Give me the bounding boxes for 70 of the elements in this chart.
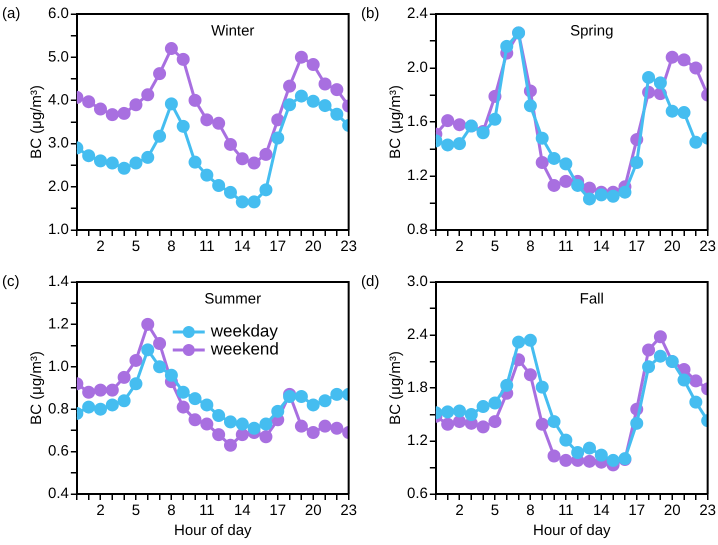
x-tick-label: 14 <box>234 238 251 256</box>
x-tick-label: 11 <box>199 238 215 256</box>
legend-label: weekday <box>210 322 278 341</box>
x-tick-label: 20 <box>304 238 322 256</box>
x-tick-label: 8 <box>526 502 535 520</box>
legend-label: weekend <box>210 340 279 359</box>
text: (d) <box>361 273 380 290</box>
x-tick-label: 11 <box>199 502 215 520</box>
y-tick-label: 1.4 <box>48 273 69 290</box>
y-tick-label: 1.2 <box>406 167 428 184</box>
x-tick-label: 2 <box>96 502 105 520</box>
y-tick-label: 2.0 <box>406 59 428 76</box>
x-tick-label: 5 <box>490 238 500 256</box>
x-tick-label: 2 <box>96 238 105 256</box>
y-axis-title: BC (μg/m³) <box>28 351 46 425</box>
x-tick-label: 17 <box>269 238 286 256</box>
y-tick-label: 0.8 <box>406 221 428 238</box>
x-tick-label: 20 <box>304 502 322 520</box>
x-tick-label: 17 <box>628 502 646 520</box>
y-tick-label: 1.6 <box>406 113 428 130</box>
x-tick-label: 2 <box>455 502 464 520</box>
y-tick-label: 1.0 <box>48 221 69 238</box>
y-tick-label: 1.0 <box>48 358 69 375</box>
x-tick-label: 5 <box>132 238 140 256</box>
text: Summer <box>204 290 262 308</box>
x-tick-label: 20 <box>664 238 681 256</box>
y-tick-label: 5.0 <box>48 48 69 66</box>
text: (c) <box>2 273 20 290</box>
x-axis-title: Hour of day <box>174 522 252 540</box>
y-tick-label: 2.0 <box>48 178 69 195</box>
y-axis-title: BC (μg/m³) <box>387 351 404 425</box>
text: Fall <box>580 290 604 308</box>
x-tick-label: 14 <box>592 238 610 256</box>
x-tick-label: 11 <box>558 502 574 520</box>
x-tick-label: 17 <box>628 238 646 256</box>
x-tick-label: 23 <box>340 238 357 256</box>
text: (a) <box>2 5 20 22</box>
x-tick-label: 17 <box>269 502 286 520</box>
x-tick-label: 5 <box>490 502 500 520</box>
x-tick-label: 8 <box>526 238 535 256</box>
x-tick-label: 5 <box>132 502 140 520</box>
x-tick-label: 8 <box>167 502 176 520</box>
x-tick-label: 23 <box>699 238 716 256</box>
text: Winter <box>211 22 254 40</box>
text: Spring <box>570 22 614 40</box>
x-tick-label: 8 <box>167 238 176 256</box>
x-tick-label: 2 <box>455 238 464 256</box>
y-tick-label: 1.2 <box>48 316 69 333</box>
text: (b) <box>361 5 380 22</box>
y-tick-label: 0.4 <box>48 485 69 502</box>
y-tick-label: 4.0 <box>48 92 69 109</box>
y-tick-label: 2.4 <box>406 5 428 22</box>
x-tick-label: 20 <box>664 502 681 520</box>
y-tick-label: 3.0 <box>406 273 428 290</box>
y-axis-title: BC (μg/m³) <box>28 85 46 159</box>
y-tick-label: 1.2 <box>406 432 428 450</box>
y-tick-label: 0.6 <box>48 442 69 460</box>
y-tick-label: 2.4 <box>406 326 428 344</box>
x-tick-label: 23 <box>340 502 357 520</box>
x-tick-label: 23 <box>699 502 716 520</box>
y-tick-label: 3.0 <box>48 134 69 152</box>
y-tick-label: 6.0 <box>48 5 69 22</box>
y-axis-title: BC (μg/m³) <box>387 85 404 159</box>
x-tick-label: 14 <box>592 502 610 520</box>
x-tick-label: 14 <box>234 502 251 520</box>
x-axis-title: Hour of day <box>532 522 612 540</box>
y-tick-label: 0.8 <box>48 400 69 418</box>
y-tick-label: 0.6 <box>406 485 428 502</box>
y-tick-label: 1.8 <box>406 379 428 396</box>
x-tick-label: 11 <box>558 238 574 256</box>
